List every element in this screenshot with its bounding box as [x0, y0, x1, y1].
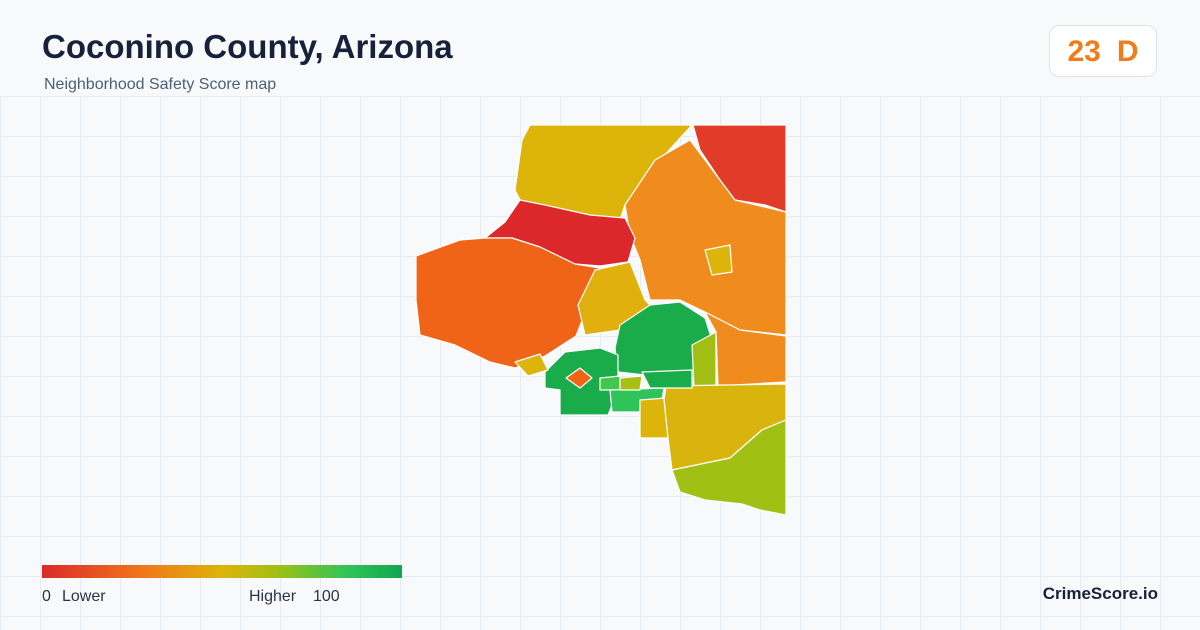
region — [514, 353, 549, 377]
brand: CrimeScore.io — [1042, 584, 1158, 603]
region — [639, 397, 669, 439]
region — [704, 311, 787, 387]
legend-max-label: Higher — [249, 588, 297, 605]
region — [624, 139, 787, 336]
legend-gradient — [42, 565, 402, 578]
region — [641, 369, 693, 389]
region — [692, 124, 787, 213]
region — [599, 375, 621, 391]
legend-min-label: Lower — [62, 588, 106, 605]
legend-max: 100 — [313, 588, 340, 605]
region — [704, 244, 733, 276]
score-badge: 23 D — [1049, 25, 1157, 77]
header: Coconino County, Arizona Neighborhood Sa… — [0, 0, 1200, 96]
title: Coconino County, Arizona — [42, 28, 453, 65]
region — [671, 419, 787, 516]
subtitle: Neighborhood Safety Score map — [44, 76, 277, 93]
region — [619, 375, 643, 391]
score-value: 23 — [1067, 35, 1101, 68]
region — [565, 367, 593, 389]
score-grade: D — [1116, 35, 1139, 68]
legend-min: 0 — [42, 588, 51, 605]
